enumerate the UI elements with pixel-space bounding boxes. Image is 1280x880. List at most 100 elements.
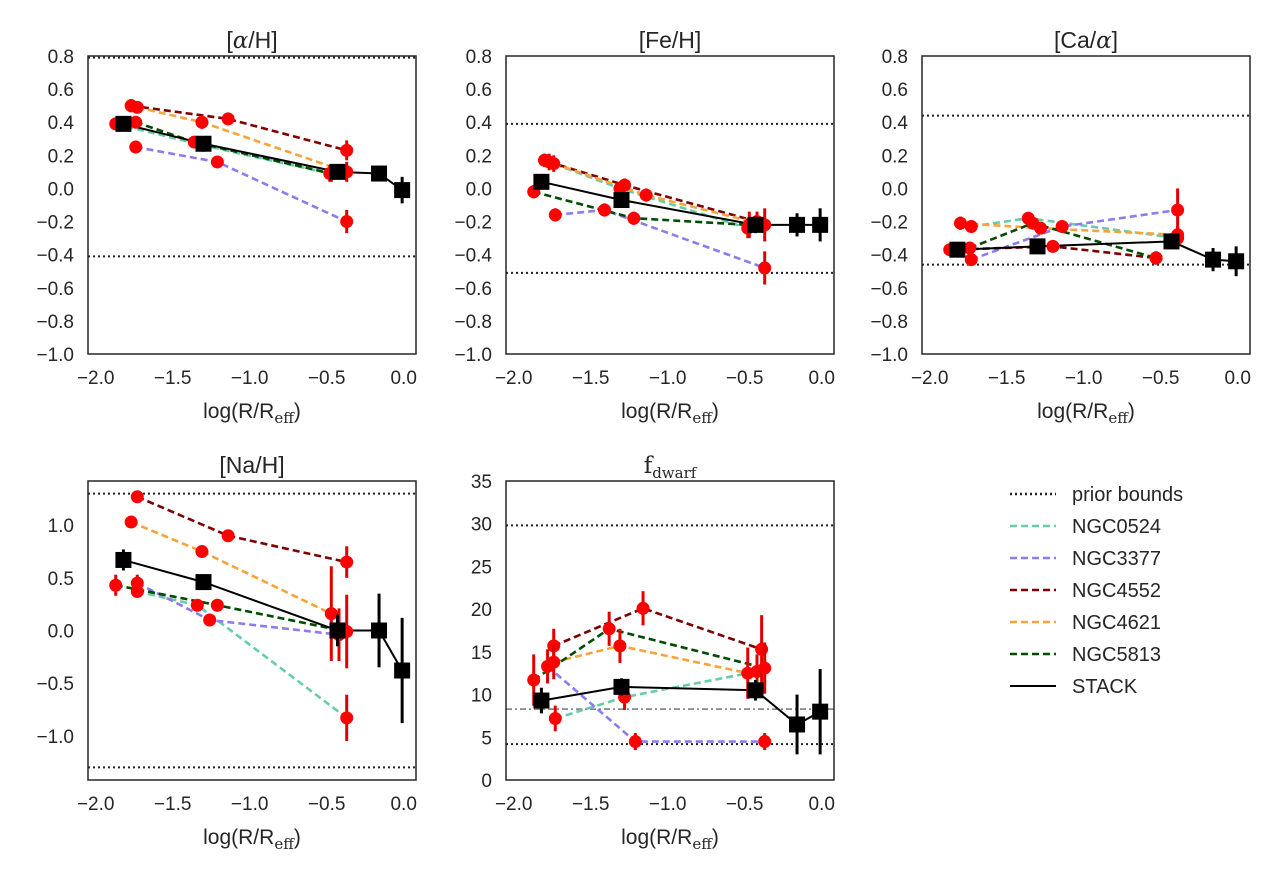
panel-na: −2.0 −1.5 −1.0 −0.5 0.0 −1.0 −0.5 0.0 0.5 1.0 [Na/… <box>36 452 416 853</box>
panel-title: [Fe/H] <box>639 27 702 53</box>
x-tick-label: −0.5 <box>726 794 764 815</box>
x-axis-label: log(R/Reff) <box>1037 400 1135 427</box>
x-tick-label: −1.5 <box>154 794 192 815</box>
x-axis-label: log(R/Reff) <box>203 826 301 853</box>
y-tick-label: 30 <box>471 515 492 536</box>
point-ngc3377 <box>1055 220 1069 234</box>
x-tick-label: −1.5 <box>572 794 610 815</box>
point-ngc0524 <box>340 711 354 725</box>
stack-point <box>115 551 132 568</box>
legend-item-ngc3377: NGC3377 <box>1010 548 1161 570</box>
stack-point <box>1163 233 1180 250</box>
plot-area <box>922 114 1250 277</box>
point-ngc4552 <box>618 178 632 192</box>
y-tick-label: −0.2 <box>36 213 74 234</box>
stack-point <box>371 622 388 639</box>
series-line-ngc4621 <box>553 162 766 227</box>
y-tick-label: −0.8 <box>454 312 492 333</box>
stack-point <box>812 216 829 233</box>
stack-point <box>1029 238 1046 255</box>
point-ngc3377 <box>628 735 642 749</box>
point-ngc4621 <box>613 639 627 653</box>
x-axis-label: log(R/Reff) <box>621 826 719 853</box>
legend-label: NGC4621 <box>1072 612 1161 634</box>
point-ngc3377 <box>340 215 354 229</box>
legend-item-ngc4621: NGC4621 <box>1010 612 1161 634</box>
point-ngc5813 <box>602 622 616 636</box>
point-ngc4552 <box>221 529 235 543</box>
series-line-ngc5813 <box>532 627 766 682</box>
panel-fe: −2.0 −1.5 −1.0 −0.5 0.0 −1.0 −0.8 −0.6 −0.4 −0.2 0… <box>454 27 834 427</box>
point-ngc3377 <box>548 208 562 222</box>
stack-point <box>789 716 806 733</box>
x-tick-label: −1.5 <box>988 368 1026 389</box>
x-tick-label: 0.0 <box>808 368 834 389</box>
series-line-ngc3377 <box>135 145 348 223</box>
axes-frame <box>87 480 417 781</box>
y-tick-label: 0.8 <box>882 47 908 68</box>
stack-point <box>812 703 829 720</box>
panel-alpha: −2.0 −1.5 −1.0 −0.5 0.0 −1.0 −0.8 −0.6 −0.4 −0.2 0… <box>36 27 416 427</box>
point-ngc3377 <box>1171 203 1185 217</box>
x-tick-label: −1.0 <box>649 368 687 389</box>
plot-area <box>88 490 416 769</box>
point-ngc4552 <box>1046 239 1060 253</box>
stack-point <box>533 692 550 709</box>
y-tick-label: −0.6 <box>870 279 908 300</box>
point-ngc5813 <box>1149 251 1163 265</box>
y-tick-label: −0.6 <box>36 279 74 300</box>
point-ngc3377 <box>598 203 612 217</box>
point-ngc5813 <box>527 673 541 687</box>
legend-item-stack: STACK <box>1010 676 1138 698</box>
series-line-ngc4552 <box>130 104 348 152</box>
point-ngc0524 <box>190 598 204 612</box>
plot-area <box>506 122 834 285</box>
point-ngc4552 <box>340 555 354 569</box>
x-tick-label: −1.0 <box>231 794 269 815</box>
point-ngc4552 <box>221 112 235 126</box>
x-tick-label: −1.5 <box>154 368 192 389</box>
x-tick-label: −0.5 <box>308 368 346 389</box>
y-tick-label: 1.0 <box>48 516 74 537</box>
point-ngc5813 <box>963 241 977 255</box>
y-tick-label: 0.5 <box>48 569 74 590</box>
series-line-ngc0524 <box>137 590 348 719</box>
y-tick-label: 0.2 <box>882 146 908 167</box>
y-tick-label: 0.6 <box>48 80 74 101</box>
y-tick-label: 0.8 <box>466 47 492 68</box>
series-line-ngc5813 <box>135 120 332 175</box>
y-tick-label: −0.6 <box>454 279 492 300</box>
stack-point <box>533 173 550 190</box>
y-tick-label: 15 <box>471 643 492 664</box>
y-tick-label: 0.4 <box>48 113 75 134</box>
y-tick-label: −0.4 <box>454 246 492 267</box>
point-ngc3377 <box>758 735 772 749</box>
x-tick-label: −2.0 <box>495 794 533 815</box>
y-tick-label: −0.5 <box>36 674 74 695</box>
point-ngc4621 <box>130 100 144 114</box>
stack-point <box>747 682 764 699</box>
x-tick-label: −1.0 <box>231 368 269 389</box>
series-line-ngc3377 <box>555 208 766 270</box>
point-ngc5813 <box>129 115 143 129</box>
point-ngc5813 <box>1026 216 1040 230</box>
y-tick-label: 0.4 <box>466 113 493 134</box>
y-tick-label: −0.8 <box>870 312 908 333</box>
series-line-ngc4621 <box>137 106 348 174</box>
x-tick-label: −0.5 <box>1142 368 1180 389</box>
stack-point <box>613 192 630 209</box>
x-tick-label: −1.0 <box>1065 368 1103 389</box>
stack-point <box>747 216 764 233</box>
stack-point <box>789 216 806 233</box>
y-tick-label: 0.0 <box>48 179 74 200</box>
legend-item-ngc5813: NGC5813 <box>1010 644 1161 666</box>
y-tick-label: 20 <box>471 600 492 621</box>
legend-label: STACK <box>1072 676 1138 698</box>
legend-label: prior bounds <box>1072 484 1183 506</box>
stack-point <box>329 163 346 180</box>
point-ngc4552 <box>130 490 144 504</box>
y-tick-label: −1.0 <box>36 345 74 366</box>
axes-frame <box>505 480 835 781</box>
legend-item-ngc0524: NGC0524 <box>1010 516 1161 538</box>
y-tick-label: 10 <box>471 686 492 707</box>
